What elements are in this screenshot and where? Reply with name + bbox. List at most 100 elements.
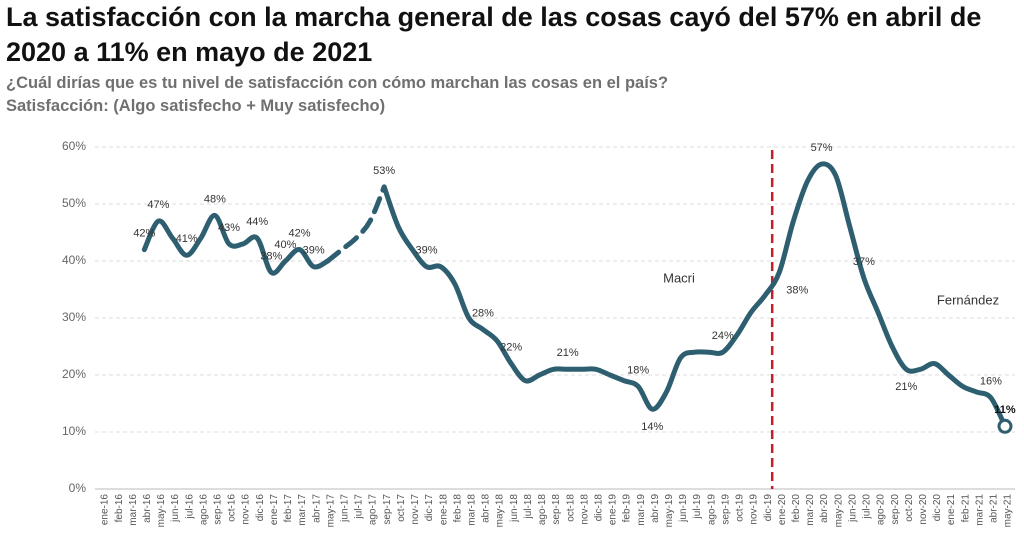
x-tick-label: sep-20 xyxy=(890,494,901,525)
x-tick-label: jul-18 xyxy=(523,494,534,520)
x-tick-label: feb-21 xyxy=(960,494,971,523)
chart-title: La satisfacción con la marcha general de… xyxy=(6,2,982,67)
x-tick-label: may-16 xyxy=(156,494,167,528)
data-label: 11% xyxy=(994,404,1016,416)
data-label: 41% xyxy=(176,233,198,245)
data-label: 42% xyxy=(133,228,155,240)
x-tick-label: dic-17 xyxy=(424,494,435,522)
y-tick-label: 50% xyxy=(62,196,86,210)
annotation: Macri xyxy=(663,270,695,285)
y-tick-label: 30% xyxy=(62,310,86,324)
data-label: 21% xyxy=(895,381,917,393)
data-label: 43% xyxy=(218,222,240,234)
y-tick-label: 60% xyxy=(62,139,86,153)
x-tick-label: abr-20 xyxy=(819,494,830,523)
x-tick-label: mar-18 xyxy=(466,494,477,526)
x-tick-label: mar-16 xyxy=(128,494,139,526)
x-tick-label: abr-16 xyxy=(142,494,153,523)
data-label: 44% xyxy=(246,216,268,228)
x-tick-label: mar-17 xyxy=(297,494,308,526)
x-tick-label: abr-18 xyxy=(481,494,492,523)
x-tick-label: mar-20 xyxy=(805,494,816,526)
x-tick-label: nov-18 xyxy=(579,494,590,525)
x-tick-label: dic-20 xyxy=(932,494,943,522)
data-label: 37% xyxy=(853,256,875,268)
y-tick-label: 10% xyxy=(62,424,86,438)
x-tick-label: ago-17 xyxy=(368,494,379,526)
x-tick-label: sep-18 xyxy=(551,494,562,525)
x-tick-label: abr-19 xyxy=(650,494,661,523)
x-tick-label: ene-16 xyxy=(100,494,111,526)
x-tick-label: jun-19 xyxy=(678,494,689,523)
x-tick-label: ene-21 xyxy=(946,494,957,526)
line xyxy=(325,184,387,264)
y-tick-label: 40% xyxy=(62,253,86,267)
x-tick-label: feb-16 xyxy=(114,494,125,523)
x-tick-label: nov-19 xyxy=(749,494,760,525)
x-tick-label: jun-16 xyxy=(170,494,181,523)
y-tick-label: 0% xyxy=(69,481,87,495)
data-label: 40% xyxy=(274,239,296,251)
data-label: 39% xyxy=(303,245,325,257)
x-tick-label: jul-19 xyxy=(692,494,703,520)
data-label: 38% xyxy=(786,284,808,296)
x-tick-label: abr-17 xyxy=(311,494,322,523)
x-tick-label: feb-19 xyxy=(622,494,633,523)
data-label: 39% xyxy=(416,245,438,257)
x-tick-label: jul-17 xyxy=(354,494,365,520)
x-tick-label: may-21 xyxy=(1003,494,1014,528)
x-tick-label: ago-18 xyxy=(537,494,548,526)
x-tick-label: dic-18 xyxy=(593,494,604,522)
x-tick-label: ago-20 xyxy=(876,494,887,526)
data-label: 38% xyxy=(260,250,282,262)
x-tick-label: may-18 xyxy=(495,494,506,528)
line xyxy=(141,161,1008,429)
x-tick-label: jul-16 xyxy=(184,494,195,520)
x-tick-label: ago-19 xyxy=(706,494,717,526)
x-tick-label: sep-16 xyxy=(213,494,224,525)
x-tick-label: may-19 xyxy=(664,494,675,528)
x-tick-label: mar-21 xyxy=(974,494,985,526)
header: La satisfacción con la marcha general de… xyxy=(6,0,1021,118)
x-tick-label: sep-17 xyxy=(382,494,393,525)
x-tick-label: oct-18 xyxy=(565,494,576,522)
data-label: 28% xyxy=(472,307,494,319)
data-label: 53% xyxy=(373,165,395,177)
x-tick-label: feb-18 xyxy=(452,494,463,523)
data-label: 22% xyxy=(500,342,522,354)
data-label: 18% xyxy=(627,364,649,376)
x-tick-label: nov-17 xyxy=(410,494,421,525)
x-tick-label: nov-16 xyxy=(241,494,252,525)
x-tick-label: may-20 xyxy=(833,494,844,528)
x-tick-label: oct-20 xyxy=(904,494,915,522)
x-tick-label: ene-20 xyxy=(777,494,788,526)
data-label: 47% xyxy=(147,199,169,211)
x-tick-label: jun-20 xyxy=(847,494,858,523)
data-label: 14% xyxy=(641,421,663,433)
data-label: 21% xyxy=(557,347,579,359)
subtitle: ¿Cuál dirías que es tu nivel de satisfac… xyxy=(6,74,669,92)
x-tick-label: feb-17 xyxy=(283,494,294,523)
x-tick-label: oct-19 xyxy=(735,494,746,522)
x-tick-label: dic-16 xyxy=(255,494,266,522)
x-tick-label: ene-19 xyxy=(608,494,619,526)
end-marker xyxy=(997,418,1013,434)
x-tick-label: oct-16 xyxy=(227,494,238,522)
x-tick-label: nov-20 xyxy=(918,494,929,525)
x-tick-label: ene-18 xyxy=(438,494,449,526)
annotation: Fernández xyxy=(937,292,999,307)
x-tick-label: dic-19 xyxy=(763,494,774,522)
x-tick-label: sep-19 xyxy=(720,494,731,525)
x-tick-label: ago-16 xyxy=(198,494,209,526)
x-tick-label: ene-17 xyxy=(269,494,280,526)
data-label: 57% xyxy=(811,142,833,154)
x-tick-label: jul-20 xyxy=(862,494,873,520)
data-label: 42% xyxy=(289,228,311,240)
x-tick-label: abr-21 xyxy=(989,494,1000,523)
x-tick-label: oct-17 xyxy=(396,494,407,522)
x-tick-label: jun-17 xyxy=(340,494,351,523)
data-label: 24% xyxy=(712,330,734,342)
y-tick-label: 20% xyxy=(62,367,86,381)
